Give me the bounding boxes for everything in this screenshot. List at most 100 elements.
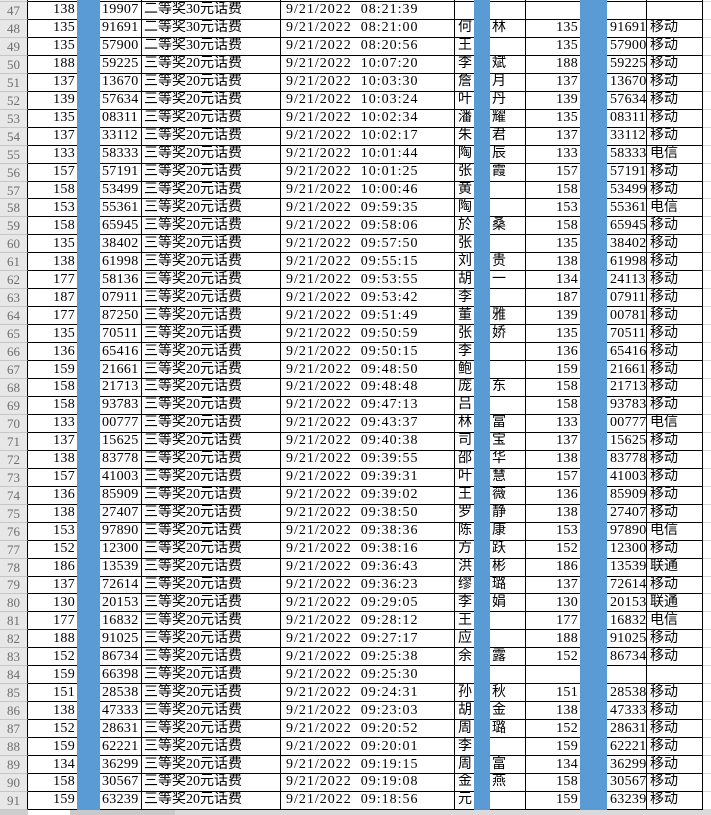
name-last-char-cell[interactable]: 宝 — [490, 432, 526, 451]
phone1-suffix-cell[interactable] — [100, 0, 142, 2]
carrier-cell[interactable]: 移动 — [647, 432, 703, 451]
carrier-cell[interactable]: 移动 — [647, 217, 703, 236]
name-last-char-cell[interactable] — [490, 37, 526, 56]
phone2-suffix-cell[interactable]: 57634 — [607, 91, 647, 110]
carrier-cell[interactable]: 移动 — [647, 450, 703, 469]
prize-cell[interactable]: 三等奖20元话费 — [142, 325, 281, 344]
row-number-header[interactable]: 55 — [0, 145, 28, 164]
empty-gutter-cell[interactable] — [703, 756, 711, 774]
carrier-cell[interactable]: 移动 — [647, 738, 703, 757]
phone2-prefix-cell[interactable]: 135 — [526, 325, 580, 344]
phone1-suffix-cell[interactable]: 58136 — [100, 271, 142, 290]
name-last-char-cell[interactable] — [490, 630, 526, 649]
empty-gutter-cell[interactable] — [703, 199, 711, 218]
datetime-cell[interactable]: 9/21/2022 09:53:55 — [281, 271, 455, 290]
phone2-prefix-cell[interactable]: 159 — [526, 361, 580, 380]
carrier-cell[interactable]: 移动 — [647, 325, 703, 344]
name-first-char-cell[interactable] — [455, 0, 474, 2]
phone1-suffix-cell[interactable]: 55361 — [100, 199, 142, 218]
carrier-cell[interactable]: 移动 — [647, 702, 703, 721]
name-last-char-cell[interactable] — [490, 199, 526, 218]
phone1-suffix-cell[interactable]: 21661 — [100, 361, 142, 380]
name-last-char-cell[interactable]: 丹 — [490, 91, 526, 110]
phone1-suffix-cell[interactable]: 97890 — [100, 522, 142, 541]
phone1-suffix-cell[interactable]: 65945 — [100, 217, 142, 236]
prize-cell[interactable]: 三等奖20元话费 — [142, 217, 281, 236]
name-first-char-cell[interactable]: 潘 — [455, 110, 474, 128]
name-first-char-cell[interactable]: 董 — [455, 307, 474, 326]
datetime-cell[interactable]: 9/21/2022 09:38:36 — [281, 522, 455, 541]
phone2-prefix-cell[interactable]: 159 — [526, 792, 580, 810]
name-last-char-cell[interactable]: 娟 — [490, 594, 526, 613]
name-first-char-cell[interactable]: 司 — [455, 433, 474, 451]
row-number-header[interactable]: 86 — [0, 702, 28, 721]
row-number-header[interactable]: 50 — [0, 55, 28, 74]
phone2-prefix-cell[interactable]: 135 — [526, 20, 580, 38]
phone2-prefix-cell[interactable]: 158 — [526, 397, 580, 415]
empty-gutter-cell[interactable] — [703, 217, 711, 236]
name-first-char-cell[interactable]: 方 — [455, 541, 474, 559]
phone1-prefix-cell[interactable]: 138 — [28, 2, 77, 20]
name-first-char-cell[interactable]: 金 — [455, 774, 474, 792]
name-last-char-cell[interactable]: 璐 — [490, 720, 526, 739]
phone1-prefix-cell[interactable]: 188 — [28, 56, 77, 74]
name-last-char-cell[interactable] — [490, 361, 526, 380]
prize-cell[interactable]: 二等奖30元话费 — [142, 2, 281, 20]
carrier-cell[interactable]: 移动 — [647, 379, 703, 397]
prize-cell[interactable]: 三等奖20元话费 — [142, 540, 281, 559]
carrier-cell[interactable]: 电信 — [647, 414, 703, 433]
empty-gutter-cell[interactable] — [703, 559, 711, 577]
name-last-char-cell[interactable]: 露 — [490, 648, 526, 667]
name-first-char-cell[interactable]: 王 — [455, 487, 474, 505]
phone2-suffix-cell[interactable]: 24113 — [607, 271, 647, 290]
phone1-suffix-cell[interactable]: 13670 — [100, 73, 142, 92]
phone2-prefix-cell[interactable]: 135 — [526, 110, 580, 128]
phone1-suffix-cell[interactable]: 85909 — [100, 486, 142, 505]
phone2-prefix-cell[interactable]: 135 — [526, 38, 580, 56]
empty-gutter-cell[interactable] — [703, 774, 711, 792]
carrier-cell[interactable]: 移动 — [647, 127, 703, 146]
prize-cell[interactable]: 三等奖20元话费 — [142, 253, 281, 272]
name-last-char-cell[interactable] — [490, 235, 526, 254]
phone2-suffix-cell[interactable]: 28631 — [607, 720, 647, 739]
row-number-header[interactable]: 78 — [0, 558, 28, 577]
row-number-header[interactable]: 56 — [0, 163, 28, 182]
row-number-header[interactable]: 67 — [0, 361, 28, 380]
phone1-prefix-cell[interactable]: 152 — [28, 648, 77, 667]
datetime-cell[interactable]: 9/21/2022 08:20:56 — [281, 37, 455, 56]
name-last-char-cell[interactable]: 一 — [490, 271, 526, 290]
phone2-suffix-cell[interactable]: 15625 — [607, 432, 647, 451]
phone1-prefix-cell[interactable]: 159 — [28, 666, 77, 685]
phone2-prefix-cell[interactable]: 139 — [526, 92, 580, 110]
phone2-suffix-cell[interactable]: 57191 — [607, 163, 647, 182]
datetime-cell[interactable]: 9/21/2022 09:29:05 — [281, 594, 455, 613]
prize-cell[interactable]: 二等奖30元话费 — [142, 19, 281, 38]
phone2-suffix-cell[interactable]: 57900 — [607, 37, 647, 56]
datetime-cell[interactable]: 9/21/2022 09:39:02 — [281, 486, 455, 505]
carrier-cell[interactable]: 移动 — [647, 361, 703, 380]
row-number-header[interactable]: 89 — [0, 756, 28, 774]
prize-cell[interactable]: 三等奖20元话费 — [142, 271, 281, 290]
phone1-prefix-cell[interactable] — [28, 0, 77, 2]
phone2-prefix-cell[interactable]: 130 — [526, 594, 580, 613]
prize-cell[interactable]: 三等奖20元话费 — [142, 55, 281, 74]
empty-gutter-cell[interactable] — [703, 684, 711, 703]
phone2-prefix-cell[interactable]: 158 — [526, 217, 580, 236]
phone2-suffix-cell[interactable]: 65945 — [607, 217, 647, 236]
phone1-suffix-cell[interactable]: 66398 — [100, 666, 142, 685]
name-last-char-cell[interactable]: 林 — [490, 19, 526, 38]
prize-cell[interactable]: 三等奖20元话费 — [142, 612, 281, 631]
name-last-char-cell[interactable]: 彬 — [490, 558, 526, 577]
datetime-cell[interactable]: 9/21/2022 09:25:30 — [281, 666, 455, 685]
name-last-char-cell[interactable]: 富 — [490, 414, 526, 433]
phone1-prefix-cell[interactable]: 177 — [28, 307, 77, 326]
prize-cell[interactable]: 三等奖20元话费 — [142, 720, 281, 739]
name-last-char-cell[interactable]: 华 — [490, 450, 526, 469]
phone1-suffix-cell[interactable]: 65416 — [100, 343, 142, 362]
empty-gutter-cell[interactable] — [703, 612, 711, 631]
name-last-char-cell[interactable]: 斌 — [490, 55, 526, 74]
phone1-prefix-cell[interactable]: 135 — [28, 20, 77, 38]
phone2-prefix-cell[interactable]: 152 — [526, 541, 580, 559]
row-number-header[interactable]: 52 — [0, 91, 28, 110]
prize-cell[interactable]: 三等奖20元话费 — [142, 666, 281, 685]
